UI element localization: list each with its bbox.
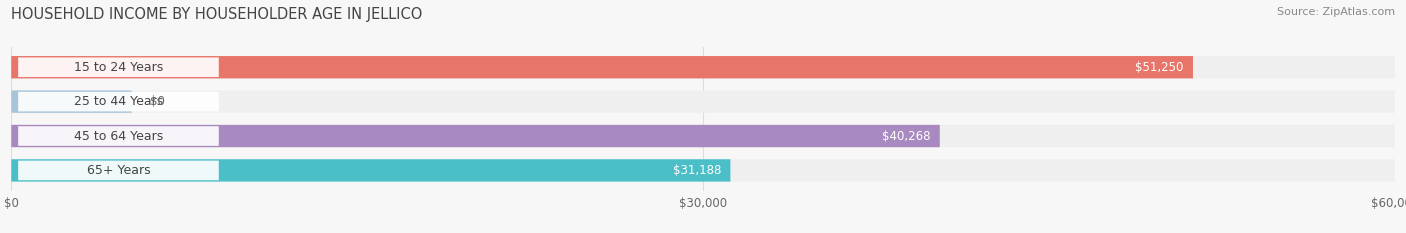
FancyBboxPatch shape	[11, 56, 1192, 79]
Text: $51,250: $51,250	[1136, 61, 1184, 74]
Text: 15 to 24 Years: 15 to 24 Years	[75, 61, 163, 74]
Text: Source: ZipAtlas.com: Source: ZipAtlas.com	[1277, 7, 1395, 17]
FancyBboxPatch shape	[11, 159, 730, 182]
Text: $31,188: $31,188	[673, 164, 721, 177]
Text: 65+ Years: 65+ Years	[87, 164, 150, 177]
FancyBboxPatch shape	[11, 159, 1395, 182]
FancyBboxPatch shape	[18, 58, 219, 77]
Text: 45 to 64 Years: 45 to 64 Years	[75, 130, 163, 143]
FancyBboxPatch shape	[11, 125, 939, 147]
Text: $0: $0	[150, 95, 165, 108]
Text: $40,268: $40,268	[882, 130, 931, 143]
Text: 25 to 44 Years: 25 to 44 Years	[75, 95, 163, 108]
FancyBboxPatch shape	[11, 90, 1395, 113]
FancyBboxPatch shape	[18, 161, 219, 180]
FancyBboxPatch shape	[18, 92, 219, 111]
FancyBboxPatch shape	[11, 56, 1395, 79]
FancyBboxPatch shape	[11, 90, 132, 113]
FancyBboxPatch shape	[18, 126, 219, 146]
FancyBboxPatch shape	[11, 125, 1395, 147]
Text: HOUSEHOLD INCOME BY HOUSEHOLDER AGE IN JELLICO: HOUSEHOLD INCOME BY HOUSEHOLDER AGE IN J…	[11, 7, 423, 22]
